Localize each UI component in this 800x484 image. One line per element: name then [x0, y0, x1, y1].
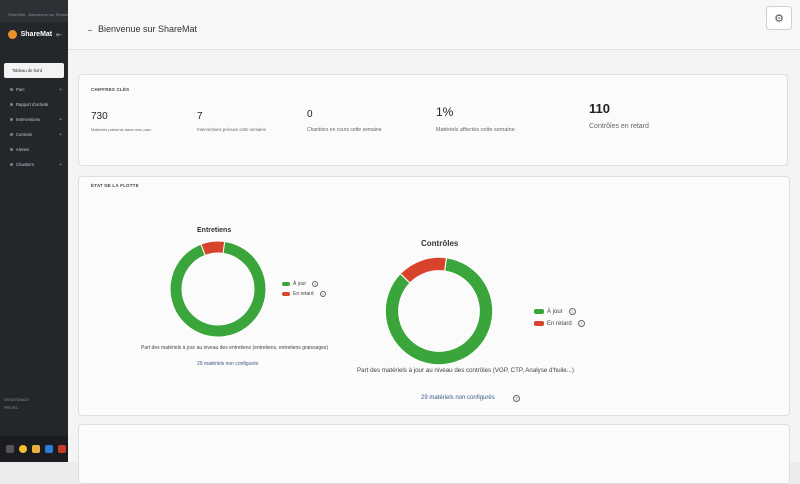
legend-swatch: [282, 292, 290, 296]
sidebar-item-label: Contrats: [16, 132, 32, 137]
legend-label: À jour: [547, 308, 563, 315]
sidebar-nav: Tableau de bord Parc + Rapport d'activité…: [0, 63, 68, 172]
sidebar-item-contrats[interactable]: Contrats +: [0, 127, 68, 142]
main-content: Bienvenue sur ShareMat ⚙ CHIFFRES CLÉS 7…: [68, 0, 800, 484]
fleet-card: ÉTAT DE LA FLOTTE Entretiens À jour ? En…: [78, 176, 790, 416]
controles-donut: [384, 256, 494, 366]
sidebar: ShareMat - Bienvenue sur ShareMat ShareM…: [0, 0, 68, 462]
collapse-menu-icon[interactable]: ⇤: [56, 31, 62, 39]
parc-icon: [10, 88, 13, 91]
sidebar-item-tableau-de-bord[interactable]: Tableau de bord: [4, 63, 64, 78]
sidebar-item-label: Alertes: [16, 147, 30, 152]
entretiens-donut: [169, 240, 267, 338]
donut-slice-à-jour[interactable]: [384, 257, 494, 366]
kpi-value: 1%: [436, 105, 454, 119]
kpi-label: Contrôles en retard: [589, 123, 649, 130]
gear-icon: ⚙: [774, 12, 784, 25]
legend-item-en-retard: En retard ?: [282, 291, 326, 297]
sidebar-item-interventions[interactable]: Interventions +: [0, 112, 68, 127]
header: Bienvenue sur ShareMat ⚙: [68, 0, 800, 50]
contract-icon: [10, 133, 13, 136]
legend-label: En retard: [293, 291, 314, 297]
help-icon[interactable]: ?: [513, 395, 520, 402]
folder-icon[interactable]: [32, 445, 40, 453]
settings-button[interactable]: ⚙: [766, 6, 792, 30]
sidebar-footer: ASSISTANCE PROFIL: [4, 396, 29, 412]
os-taskbar: [0, 436, 68, 462]
sidebar-item-label: Parc: [16, 87, 25, 92]
bell-icon: [10, 148, 13, 151]
report-icon: [10, 103, 13, 106]
legend-item-a-jour: À jour ?: [534, 308, 576, 315]
unconfigured-link[interactable]: 29 matériels non configurés: [421, 395, 495, 401]
help-icon[interactable]: ?: [312, 281, 319, 287]
expand-icon: +: [59, 86, 62, 93]
kpi-label: Interventions prévues cette semaine: [197, 127, 267, 132]
legend-swatch: [282, 282, 290, 286]
donut-slice-en-retard[interactable]: [200, 240, 226, 256]
donut-slice-en-retard[interactable]: [399, 256, 448, 284]
donut-slice-à-jour[interactable]: [169, 240, 267, 338]
kpi-value: 0: [307, 109, 313, 120]
kpi-label: Matériels présents dans mon parc: [91, 127, 152, 132]
legend-label: En retard: [547, 320, 572, 327]
brand-name: ShareMat: [20, 31, 53, 38]
unconfigured-link[interactable]: 29 matériels non configurés: [197, 361, 259, 367]
legend-swatch: [534, 321, 544, 326]
legend-label: À jour: [293, 281, 307, 287]
help-icon[interactable]: ?: [319, 291, 326, 297]
chart-title: Entretiens: [197, 227, 232, 234]
chart-title: Contrôles: [421, 239, 459, 248]
assistance-link[interactable]: ASSISTANCE: [4, 397, 30, 402]
sidebar-item-label: Tableau de bord: [12, 68, 43, 73]
sidebar-item-alertes[interactable]: Alertes: [0, 142, 68, 157]
app-icon[interactable]: [58, 445, 66, 453]
expand-icon: +: [59, 161, 62, 168]
kpi-label: Chantiers en cours cette semaine: [307, 127, 382, 133]
next-card: [78, 424, 790, 484]
wrench-icon: [10, 118, 13, 121]
sidebar-item-label: Rapport d'activité: [16, 102, 49, 107]
sidebar-item-label: Chantiers: [16, 162, 34, 167]
chart-caption: Part des matériels à jour au niveau des …: [141, 345, 329, 351]
mail-icon[interactable]: [45, 445, 53, 453]
profile-link[interactable]: PROFIL: [4, 405, 19, 410]
kpi-value: 110: [589, 101, 610, 116]
sidebar-item-rapport[interactable]: Rapport d'activité: [0, 97, 68, 112]
kpi-card: CHIFFRES CLÉS 730 Matériels présents dan…: [78, 74, 788, 166]
search-icon[interactable]: [6, 445, 14, 453]
legend-item-a-jour: À jour ?: [282, 281, 319, 287]
help-icon[interactable]: ?: [577, 320, 585, 327]
browser-tab[interactable]: ShareMat - Bienvenue sur ShareMat: [0, 0, 68, 22]
chart-caption: Part des matériels à jour au niveau des …: [357, 367, 574, 374]
sharemat-logo-icon: [8, 30, 17, 39]
sidebar-item-chantiers[interactable]: Chantiers +: [0, 157, 68, 172]
kpi-section-title: CHIFFRES CLÉS: [91, 87, 130, 92]
site-icon: [10, 163, 13, 166]
chrome-icon[interactable]: [19, 445, 27, 453]
fleet-section-title: ÉTAT DE LA FLOTTE: [91, 183, 139, 188]
sidebar-item-parc[interactable]: Parc +: [0, 82, 68, 97]
expand-icon: +: [59, 131, 62, 138]
legend-item-en-retard: En retard ?: [534, 320, 585, 327]
sidebar-item-label: Interventions: [16, 117, 40, 122]
expand-icon: +: [59, 116, 62, 123]
kpi-value: 730: [91, 111, 108, 122]
kpi-value: 7: [197, 111, 203, 122]
help-icon[interactable]: ?: [568, 308, 576, 315]
kpi-label: Matériels affectés cette semaine: [436, 127, 515, 133]
legend-swatch: [534, 309, 544, 314]
brand[interactable]: ShareMat ⇤: [0, 22, 68, 47]
page-title: Bienvenue sur ShareMat: [98, 24, 198, 34]
menu-icon[interactable]: [88, 30, 92, 31]
